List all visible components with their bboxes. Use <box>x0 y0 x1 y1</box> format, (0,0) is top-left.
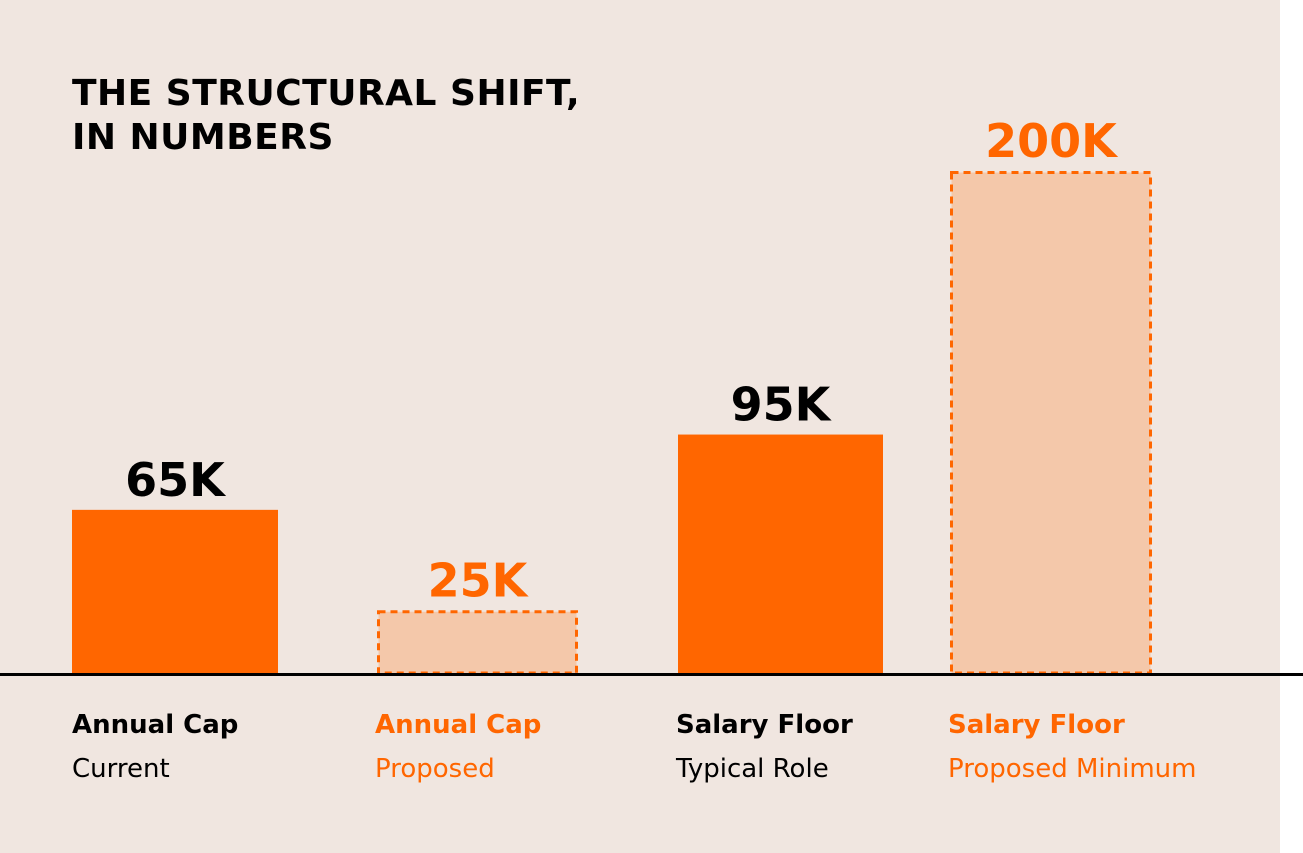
category-label-sub: Proposed <box>375 754 495 784</box>
category-label-main: Annual Cap <box>72 710 239 740</box>
category-label-main: Salary Floor <box>676 710 853 740</box>
category-label-main: Salary Floor <box>948 710 1125 740</box>
category-label-annual-cap-current: Annual Cap Current <box>72 706 372 794</box>
chart-title-line-2: IN NUMBERS <box>72 117 334 158</box>
category-label-salary-floor-typical: Salary Floor Typical Role <box>676 706 976 794</box>
category-label-salary-floor-proposed: Salary Floor Proposed Minimum <box>948 706 1248 794</box>
value-label-salary-floor-typical: 95K <box>731 378 833 432</box>
value-label-annual-cap-current: 65K <box>125 453 227 507</box>
category-label-sub: Current <box>72 754 170 784</box>
category-label-sub: Proposed Minimum <box>948 754 1197 784</box>
bar-annual-cap-proposed <box>377 610 578 675</box>
bar-annual-cap-current <box>72 509 278 673</box>
value-label-annual-cap-proposed: 25K <box>428 553 530 607</box>
category-label-sub: Typical Role <box>676 754 829 784</box>
bar-salary-floor-typical <box>678 434 883 673</box>
category-label-annual-cap-proposed: Annual Cap Proposed <box>375 706 675 794</box>
category-label-main: Annual Cap <box>375 710 542 740</box>
value-label-salary-floor-proposed: 200K <box>985 114 1119 168</box>
chart-title-line-1: THE STRUCTURAL SHIFT, <box>72 73 581 114</box>
bar-salary-floor-proposed <box>950 171 1152 675</box>
chart-title: THE STRUCTURAL SHIFT, IN NUMBERS <box>72 72 580 160</box>
